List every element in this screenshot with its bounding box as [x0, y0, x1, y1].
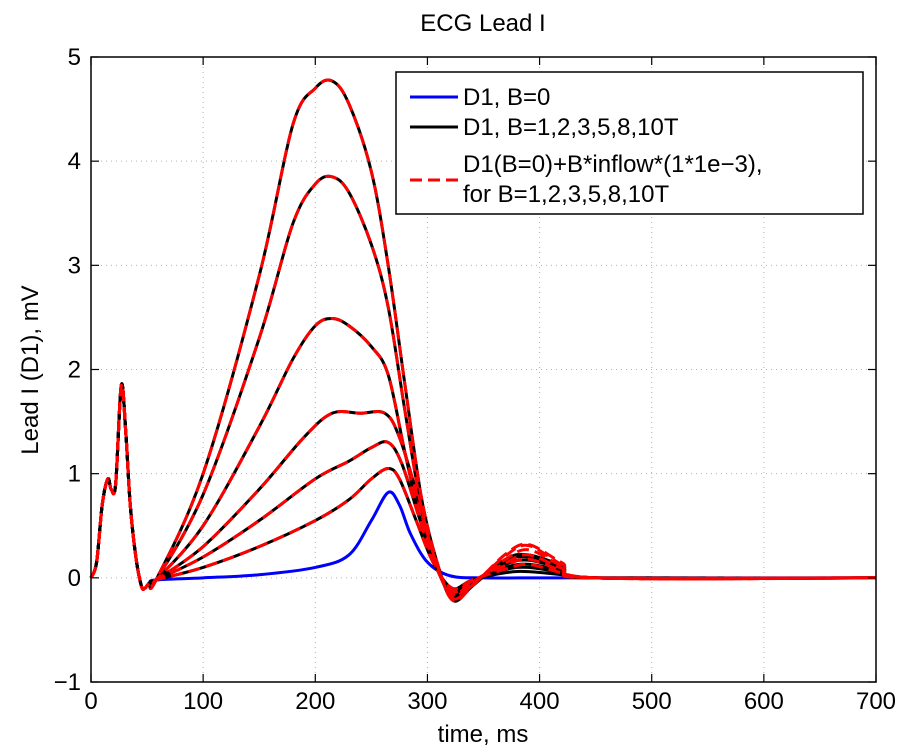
series-line-baseline	[89, 382, 876, 591]
series-line-field-b-1t	[89, 382, 877, 591]
chart-title: ECG Lead I	[420, 10, 545, 37]
series-line-field-b-8t	[89, 174, 877, 601]
y-tick-label: 4	[68, 148, 81, 175]
legend-label-approximation-line1: D1(B=0)+B*inflow*(1*1e−3),	[463, 151, 763, 178]
plot-curves	[89, 78, 877, 603]
series-line-field-b-3t	[89, 382, 877, 596]
x-tick-label: 100	[183, 688, 223, 715]
series-line-approx-b-8t	[89, 174, 877, 601]
x-tick-label: 600	[744, 688, 784, 715]
y-axis-label: Lead I (D1), mV	[17, 285, 44, 454]
legend-box	[395, 71, 864, 215]
y-tick-label: 3	[68, 252, 81, 279]
y-tick-label: 2	[68, 357, 81, 384]
legend-label-approximation-line2: for B=1,2,3,5,8,10T	[463, 181, 669, 208]
series-line-approx-b-1t	[89, 382, 877, 591]
legend-label-field-curves: D1, B=1,2,3,5,8,10T	[463, 114, 679, 141]
series-line-field-b-2t	[89, 382, 877, 594]
y-tick-label: 5	[68, 44, 81, 71]
x-tick-label: 400	[520, 688, 560, 715]
x-tick-label: 700	[856, 688, 896, 715]
y-tick-label: −1	[54, 669, 81, 696]
y-tick-label: 1	[68, 461, 81, 488]
x-tick-label: 0	[84, 688, 97, 715]
legend-label-baseline: D1, B=0	[463, 84, 550, 111]
legend: D1, B=0 D1, B=1,2,3,5,8,10T D1(B=0)+B*in…	[395, 71, 864, 215]
series-line-approx-b-3t	[89, 382, 877, 596]
x-tick-label: 300	[407, 688, 447, 715]
y-tick-label: 0	[68, 565, 81, 592]
x-tick-label: 500	[632, 688, 672, 715]
x-axis-label: time, ms	[438, 721, 529, 748]
x-tick-label: 200	[295, 688, 335, 715]
series-line-approx-b-2t	[89, 382, 877, 594]
series-line-approx-qrs	[89, 382, 157, 591]
